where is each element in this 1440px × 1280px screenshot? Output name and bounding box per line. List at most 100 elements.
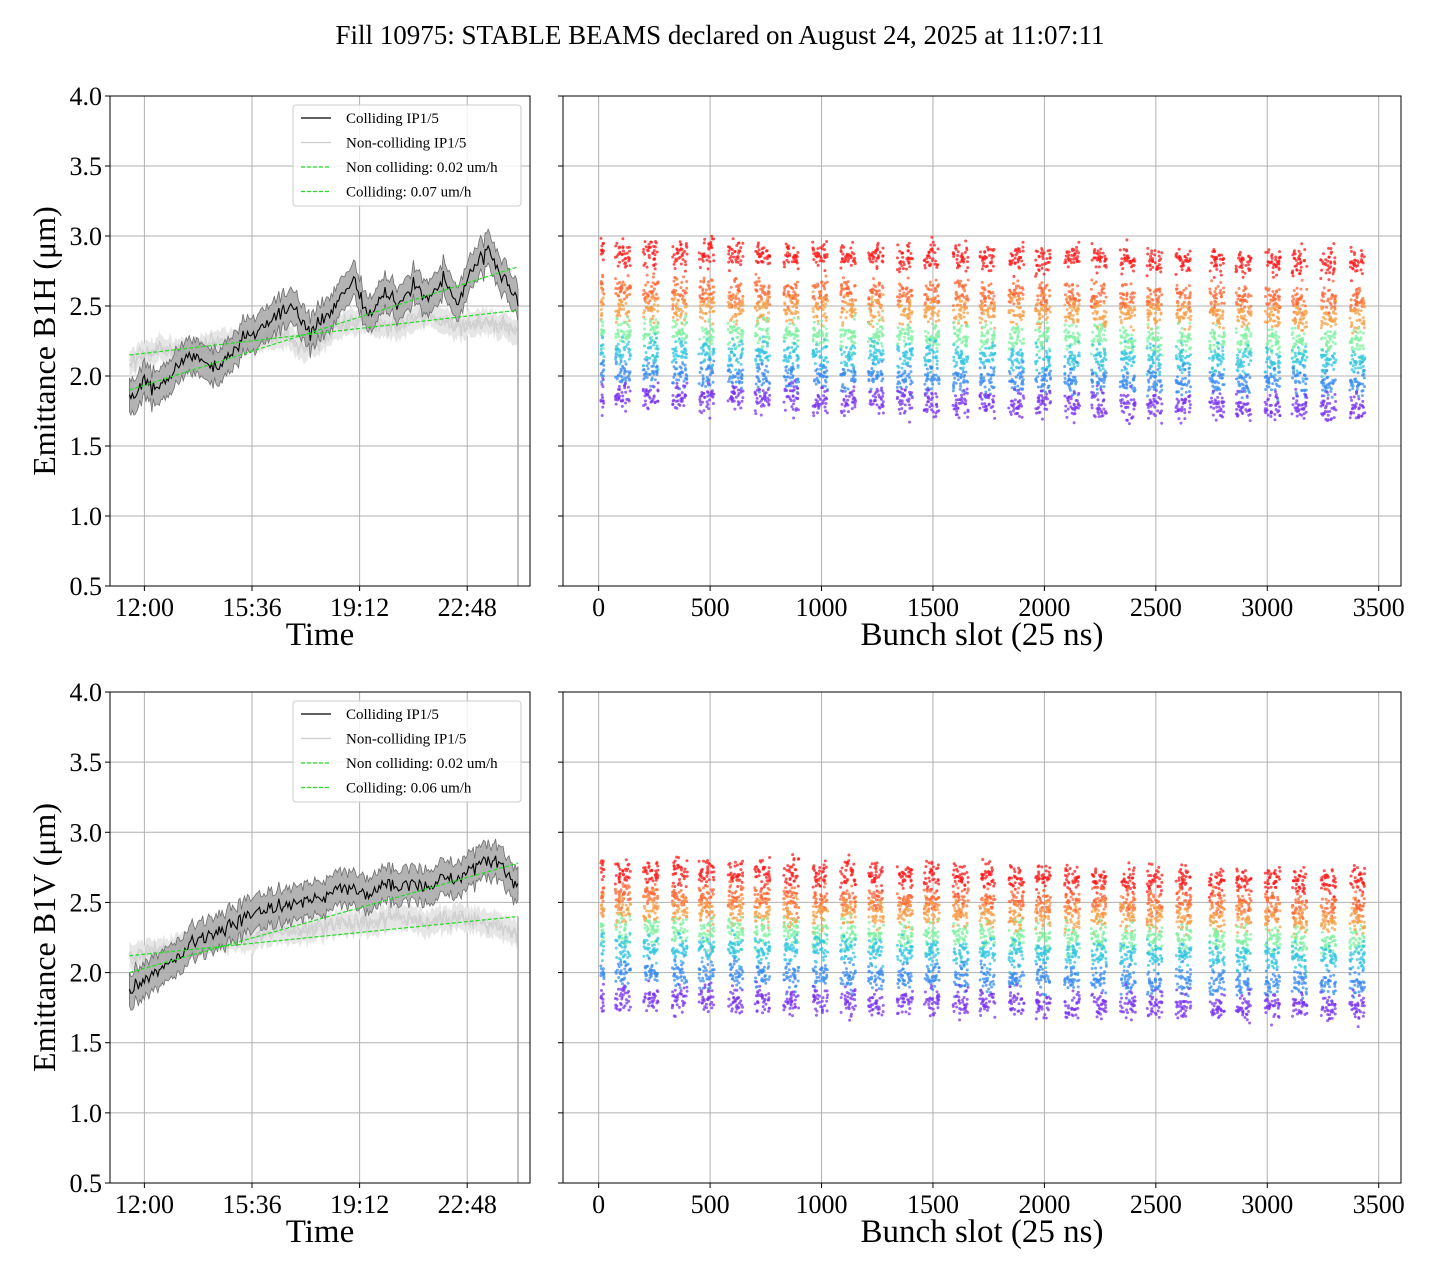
bunch-point: [788, 382, 792, 386]
bunch-point: [932, 351, 936, 355]
bunch-point: [868, 305, 872, 309]
bunch-point: [1007, 406, 1011, 410]
bunch-point: [1065, 295, 1069, 299]
bunch-point: [1132, 389, 1136, 393]
bunch-point: [820, 347, 824, 351]
bunch-point: [729, 285, 733, 289]
bunch-point: [933, 251, 937, 255]
bunch-point: [708, 350, 712, 354]
bunch-point: [1155, 349, 1159, 353]
bunch-point: [758, 355, 762, 359]
bunch-point: [674, 312, 678, 316]
bunch-point: [727, 269, 731, 273]
bunch-point: [867, 302, 871, 306]
bunch-point: [1188, 249, 1192, 253]
bunch-point: [707, 317, 711, 321]
bunch-point: [960, 324, 964, 328]
bunch-point: [627, 249, 631, 253]
bunch-point: [1010, 261, 1014, 265]
bunch-point: [896, 382, 900, 386]
bunch-point: [924, 363, 928, 367]
bunch-point: [957, 337, 961, 341]
bunch-point: [1010, 348, 1014, 352]
bunch-point: [786, 292, 790, 296]
bunch-point: [869, 337, 873, 341]
bunch-point: [991, 341, 995, 345]
bunch-point: [1076, 406, 1080, 410]
bunch-point: [845, 310, 849, 314]
bunch-point: [702, 241, 706, 245]
bunch-point: [1074, 309, 1078, 313]
bunch-point: [626, 274, 630, 278]
bunch-point: [652, 257, 656, 261]
bunch-point: [812, 320, 816, 324]
bunch-point: [677, 309, 681, 313]
bunch-point: [1101, 251, 1105, 255]
bunch-point: [1047, 326, 1051, 330]
bunch-point: [1150, 305, 1154, 309]
bunch-point: [1063, 372, 1067, 376]
bunch-point: [852, 385, 856, 389]
bunch-point: [1148, 367, 1152, 371]
bunch-point: [897, 349, 901, 353]
bunch-point: [952, 343, 956, 347]
bunch-point: [1126, 308, 1130, 312]
bunch-point: [680, 280, 684, 284]
bunch-point: [758, 307, 762, 311]
bunch-point: [840, 244, 844, 248]
bunch-point: [646, 301, 650, 305]
bunch-point: [763, 256, 767, 260]
bunch-point: [1156, 335, 1160, 339]
bunch-point: [614, 355, 618, 359]
bunch-point: [1159, 270, 1163, 274]
y-tick-label: 3.5: [70, 152, 103, 181]
bunch-point: [815, 343, 819, 347]
bunch-point: [734, 380, 738, 384]
bunch-point: [701, 374, 705, 378]
bunch-point: [734, 395, 738, 399]
bunch-point: [646, 248, 650, 252]
bunch-point: [711, 285, 715, 289]
bunch-point: [767, 284, 771, 288]
bunch-point: [842, 397, 846, 401]
bunch-point: [700, 326, 704, 330]
bunch-point: [900, 264, 904, 268]
bunch-point: [681, 289, 685, 293]
bunch-point: [954, 413, 958, 417]
bunch-point: [937, 334, 941, 338]
bunch-point: [902, 339, 906, 343]
bunch-point: [643, 240, 647, 244]
bunch-point: [841, 389, 845, 393]
bunch-point: [906, 336, 910, 340]
bunch-point: [932, 415, 936, 419]
bunch-point: [866, 340, 870, 344]
bunch-point: [765, 299, 769, 303]
bunch-point: [1128, 313, 1132, 317]
bunch-point: [872, 277, 876, 281]
bunch-point: [869, 310, 873, 314]
bunch-point: [843, 360, 847, 364]
bunch-point: [685, 381, 689, 385]
bunch-point: [655, 336, 659, 340]
bunch-point: [790, 405, 794, 409]
bunch-point: [814, 304, 818, 308]
bunch-point: [599, 328, 603, 332]
bunch-point: [674, 349, 678, 353]
bunch-point: [811, 306, 815, 310]
bunch-point: [759, 358, 763, 362]
bunch-point: [1073, 342, 1077, 346]
bunch-point: [767, 255, 771, 259]
bunch-point: [1047, 260, 1051, 264]
bunch-point: [904, 267, 908, 271]
bunch-point: [1120, 257, 1124, 261]
bunch-point: [844, 345, 848, 349]
bunch-point: [955, 339, 959, 343]
bunch-point: [879, 373, 883, 377]
bunch-point: [671, 335, 675, 339]
bunch-point: [672, 398, 676, 402]
x-tick-label: 12:00: [115, 593, 174, 622]
bunch-point: [928, 359, 932, 363]
bunch-point: [896, 342, 900, 346]
bunch-point: [825, 280, 829, 284]
bunch-point: [601, 378, 605, 382]
